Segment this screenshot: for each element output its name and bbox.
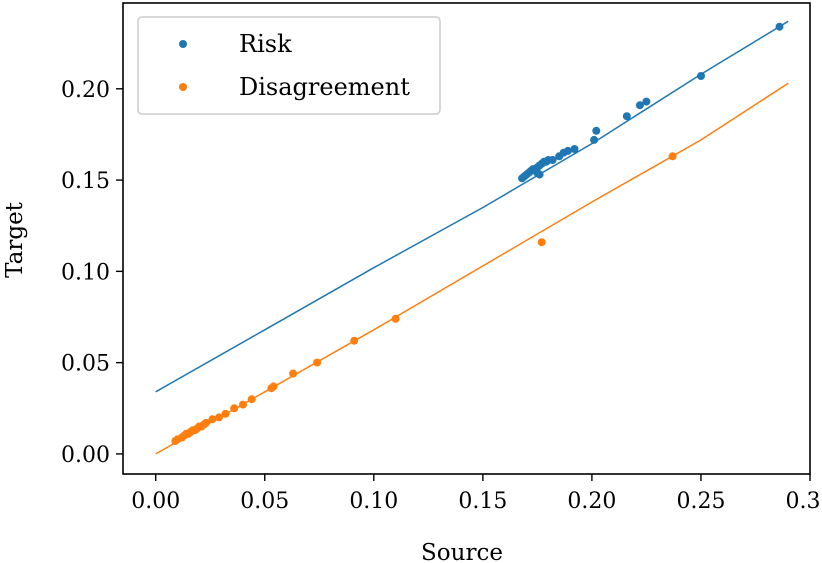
y-tick-label: 0.10 [61, 260, 110, 285]
x-tick-label: 0.20 [567, 489, 616, 514]
data-point-risk [697, 72, 705, 80]
data-point-risk [592, 126, 601, 135]
x-tick-label: 0.25 [676, 489, 725, 514]
legend-marker-disagreement [179, 83, 187, 91]
data-point-disagreement [350, 336, 359, 345]
x-tick-label: 0.05 [240, 489, 289, 514]
y-tick-label: 0.15 [61, 169, 110, 194]
legend: Risk Disagreement [137, 16, 441, 115]
data-point-disagreement [537, 238, 546, 247]
x-tick-label: 0.30 [786, 489, 822, 514]
data-point-disagreement [239, 400, 247, 409]
fit-line-disagreement [155, 82, 789, 455]
data-point-disagreement [208, 415, 217, 424]
y-tick-label: 0.00 [61, 443, 110, 468]
data-point-disagreement [215, 413, 223, 422]
data-point-disagreement [230, 404, 239, 413]
data-point-risk [635, 101, 644, 110]
legend-label-disagreement: Disagreement [239, 73, 410, 101]
y-axis-ticks: 0.00 0.05 0.10 0.15 0.20 [61, 78, 123, 468]
data-point-risk [622, 112, 631, 121]
y-tick-label: 0.05 [61, 352, 110, 377]
y-axis-label: Target [2, 201, 28, 278]
x-tick-label: 0.00 [131, 489, 180, 514]
legend-label-risk: Risk [239, 30, 292, 58]
legend-marker-risk [179, 40, 187, 48]
plot-frame [122, 2, 811, 475]
data-point-disagreement [201, 418, 210, 427]
data-point-risk [642, 97, 651, 106]
data-point-disagreement [247, 395, 256, 404]
data-point-disagreement [391, 314, 400, 323]
data-point-risk [570, 145, 579, 153]
data-point-risk [548, 156, 557, 164]
data-point-disagreement [221, 409, 230, 418]
x-tick-label: 0.10 [349, 489, 398, 514]
legend-box [137, 16, 441, 115]
x-axis-ticks: 0.00 0.05 0.10 0.15 0.20 0.25 0.30 [131, 474, 822, 514]
data-point-risk [535, 170, 544, 179]
x-axis-label: Source [421, 540, 503, 563]
x-tick-label: 0.15 [458, 489, 507, 514]
data-point-risk [563, 146, 572, 155]
data-point-risk [590, 135, 599, 144]
data-point-risk [775, 22, 784, 31]
y-tick-label: 0.20 [61, 78, 110, 103]
data-point-disagreement [289, 369, 298, 378]
data-point-disagreement [269, 382, 278, 391]
data-points [171, 22, 784, 446]
data-point-disagreement [668, 152, 677, 161]
data-point-disagreement [313, 358, 322, 367]
